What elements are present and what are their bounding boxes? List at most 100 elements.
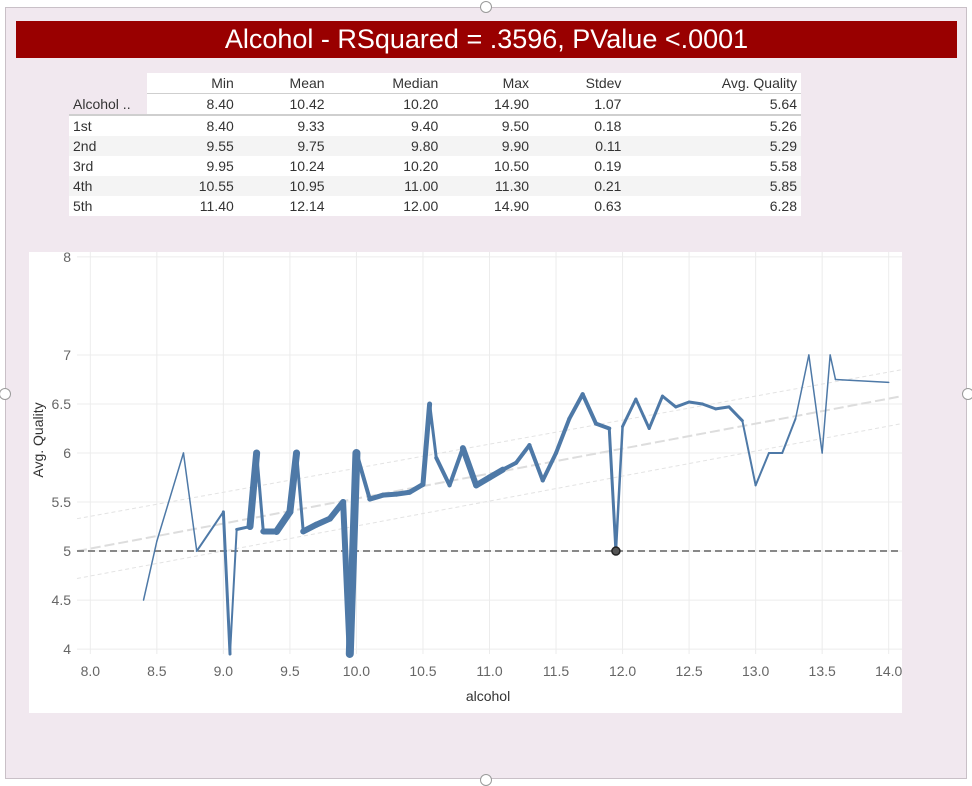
highlight-point [611,546,621,556]
table-cell: 10.55 [147,176,238,196]
series-line-segment [500,460,519,472]
table-cell: 5.64 [625,93,801,116]
grid [77,252,902,654]
col-header-avg-quality: Avg. Quality [625,73,801,94]
table-cell: 0.63 [533,196,626,216]
series-line-segment [754,452,770,487]
table-cell: 12.14 [237,196,329,216]
table-cell: 14.90 [442,196,534,216]
series-line-segment [295,451,305,533]
table-cell: 14.90 [442,93,534,116]
x-tick-label: 8.0 [81,663,101,679]
table-row: 2nd 9.55 9.75 9.80 9.90 0.11 5.29 [69,136,801,156]
x-tick-label: 12.5 [675,663,702,679]
table-cell: 1.07 [533,93,626,116]
series-line-segment [434,455,452,488]
series-line-segment [781,417,797,454]
table-cell: 12.00 [328,196,443,216]
table-cell: 0.18 [533,115,626,136]
table-cell: 5.29 [625,136,801,156]
series-line-segment [354,451,372,502]
series-line-segment [255,451,265,533]
table-cell: 9.40 [328,115,443,136]
table-row: 1st 8.40 9.33 9.40 9.50 0.18 5.26 [69,115,801,136]
table-cell: 10.95 [237,176,329,196]
series-line-segment [345,449,361,658]
dashboard-title: Alcohol - RSquared = .3596, PValue <.000… [16,21,957,58]
title-text: Alcohol - RSquared = .3596, PValue <.000… [224,24,749,54]
resize-handle-top[interactable] [480,1,492,13]
x-axis-label: alcohol [466,688,510,704]
x-tick-label: 13.5 [809,663,836,679]
series-line-segment [614,425,624,553]
table-cell: 0.19 [533,156,626,176]
series-line-segment [727,405,744,423]
x-tick-label: 12.0 [609,663,636,679]
table-cell: 0.21 [533,176,626,196]
series-line-segment [700,402,718,411]
table-cell: 9.95 [147,156,238,176]
series-line-segment [834,378,890,384]
series-line-segment [808,354,823,454]
table-cell: 9.75 [237,136,329,156]
table-cell: 9.50 [442,115,534,136]
col-header-median: Median [328,73,443,94]
x-tick-label: 10.5 [409,663,436,679]
col-header-min: Min [147,73,238,94]
x-tick-label: 8.5 [147,663,167,679]
series-line-segment [660,394,678,409]
y-tick-label: 8 [63,252,71,265]
resize-handle-bottom[interactable] [480,774,492,786]
table-header-row: Min Mean Median Max Stdev Avg. Quality [69,73,801,94]
row-header-label: Alcohol .. [69,93,147,116]
table-cell: 11.00 [328,176,443,196]
row-label: 2nd [69,136,147,156]
table-cell: 10.42 [237,93,329,116]
series-line-segment [540,451,559,483]
series-line-segment [607,426,618,553]
table-cell: 8.40 [147,115,238,136]
table-cell: 9.33 [237,115,329,136]
table-cell: 11.30 [442,176,534,196]
row-label: 4th [69,176,147,196]
series-line-segment [634,397,651,430]
x-tick-label: 10.0 [343,663,370,679]
x-tick-label: 14.0 [875,663,902,679]
resize-handle-left[interactable] [0,388,11,400]
series-line-segment [459,445,480,489]
series-line-segment [246,449,261,531]
x-tick-label: 9.0 [214,663,234,679]
table-row-overall: Alcohol .. 8.40 10.42 10.20 14.90 1.07 5… [69,93,801,116]
series-line-segment [821,354,831,454]
y-tick-label: 5 [63,543,71,559]
series-line-segment [527,443,545,483]
x-tick-label: 9.5 [280,663,300,679]
series-line-segment [794,354,810,420]
series-line-segment [580,392,598,426]
y-tick-label: 4.5 [52,592,72,608]
table-row: 5th 11.40 12.14 12.00 14.90 0.63 6.28 [69,196,801,216]
table-cell: 10.50 [442,156,534,176]
row-label: 3rd [69,156,147,176]
series-line-segment [420,401,433,487]
series-line-segment [593,421,612,431]
series-line-segment [567,392,585,421]
series-line-segment [286,449,301,516]
series-line-segment [221,510,232,656]
summary-stats-table: Min Mean Median Max Stdev Avg. Quality A… [69,73,801,216]
x-axis-ticks: 8.0 8.5 9.0 9.5 10.0 10.5 11.0 11.5 12.0 12.5 13.0… [81,663,903,679]
x-tick-label: 11.0 [476,663,502,679]
y-tick-label: 7 [63,347,71,363]
series-line-segment [407,481,426,495]
table-cell: 9.90 [442,136,534,156]
table-cell: 10.24 [237,156,329,176]
y-tick-label: 4 [63,641,71,657]
resize-handle-right[interactable] [962,388,972,400]
series-line-segment [273,508,294,535]
table-cell: 10.20 [328,156,443,176]
line-chart: 8.0 8.5 9.0 9.5 10.0 10.5 11.0 11.5 12.0 12.5 13.0… [30,249,903,704]
table-cell: 8.40 [147,93,238,116]
table-cell: 10.20 [328,93,443,116]
table-row: 3rd 9.95 10.24 10.20 10.50 0.19 5.58 [69,156,801,176]
table-cell: 5.26 [625,115,801,136]
